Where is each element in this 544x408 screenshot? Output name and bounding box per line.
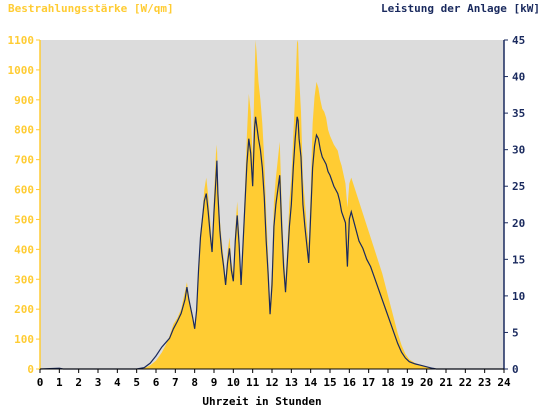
x-axis-label: Uhrzeit in Stunden — [202, 395, 321, 408]
x-tick-label: 19 — [401, 376, 414, 389]
x-tick-label: 21 — [439, 376, 453, 389]
power-line-layer — [39, 116, 504, 370]
left-axis-title: Bestrahlungsstärke [W/qm] — [8, 2, 174, 15]
x-tick-label: 6 — [153, 376, 160, 389]
x-tick-label: 0 — [37, 376, 44, 389]
x-tick-label: 9 — [211, 376, 218, 389]
right-tick-label: 30 — [512, 144, 525, 157]
left-tick-label: 500 — [14, 213, 34, 226]
x-ticks: 0 1 2 3 4 5 6 7 8 9 10 11 12 13 14 15 16 17 18 19 20 21 22 23 24 — [37, 369, 511, 389]
x-tick-label: 23 — [478, 376, 491, 389]
left-tick-label: 800 — [14, 124, 34, 137]
left-tick-label: 400 — [14, 243, 34, 256]
left-tick-label: 100 — [14, 333, 34, 346]
right-tick-label: 40 — [512, 71, 525, 84]
x-tick-label: 11 — [246, 376, 260, 389]
left-tick-label: 300 — [14, 273, 34, 286]
left-tick-label: 0 — [27, 363, 34, 376]
irradiance-area — [40, 40, 504, 369]
x-tick-label: 10 — [227, 376, 240, 389]
x-tick-label: 18 — [381, 376, 394, 389]
left-tick-label: 700 — [14, 154, 34, 167]
right-tick-label: 10 — [512, 290, 525, 303]
left-ticks: 0 100 200 300 400 500 600 700 800 900 1000 1100 — [8, 34, 40, 376]
right-tick-label: 25 — [512, 180, 525, 193]
x-tick-label: 15 — [323, 376, 336, 389]
x-tick-label: 1 — [56, 376, 63, 389]
x-tick-label: 5 — [133, 376, 140, 389]
x-tick-label: 13 — [285, 376, 298, 389]
left-tick-label: 200 — [14, 303, 34, 316]
right-tick-label: 5 — [512, 326, 519, 339]
right-tick-label: 15 — [512, 253, 525, 266]
right-tick-label: 20 — [512, 217, 525, 230]
x-tick-label: 24 — [497, 376, 511, 389]
x-tick-label: 7 — [172, 376, 179, 389]
x-tick-label: 4 — [114, 376, 121, 389]
right-ticks: 0 5 10 15 20 25 30 35 40 45 — [504, 34, 525, 376]
x-tick-label: 12 — [265, 376, 278, 389]
left-tick-label: 900 — [14, 94, 34, 107]
power-line — [39, 116, 504, 370]
left-tick-label: 600 — [14, 184, 34, 197]
right-tick-label: 35 — [512, 107, 525, 120]
x-tick-label: 14 — [304, 376, 318, 389]
x-tick-label: 16 — [343, 376, 357, 389]
right-tick-label: 0 — [512, 363, 519, 376]
x-tick-label: 8 — [191, 376, 198, 389]
right-axis-title: Leistung der Anlage [kW] — [381, 2, 540, 15]
x-tick-label: 22 — [459, 376, 472, 389]
x-tick-label: 17 — [362, 376, 375, 389]
irradiance-area-layer — [40, 40, 504, 369]
x-tick-label: 3 — [95, 376, 102, 389]
left-tick-label: 1100 — [8, 34, 35, 47]
right-tick-label: 45 — [512, 34, 525, 47]
x-tick-label: 2 — [75, 376, 82, 389]
left-tick-label: 1000 — [8, 64, 35, 77]
x-tick-label: 20 — [420, 376, 433, 389]
